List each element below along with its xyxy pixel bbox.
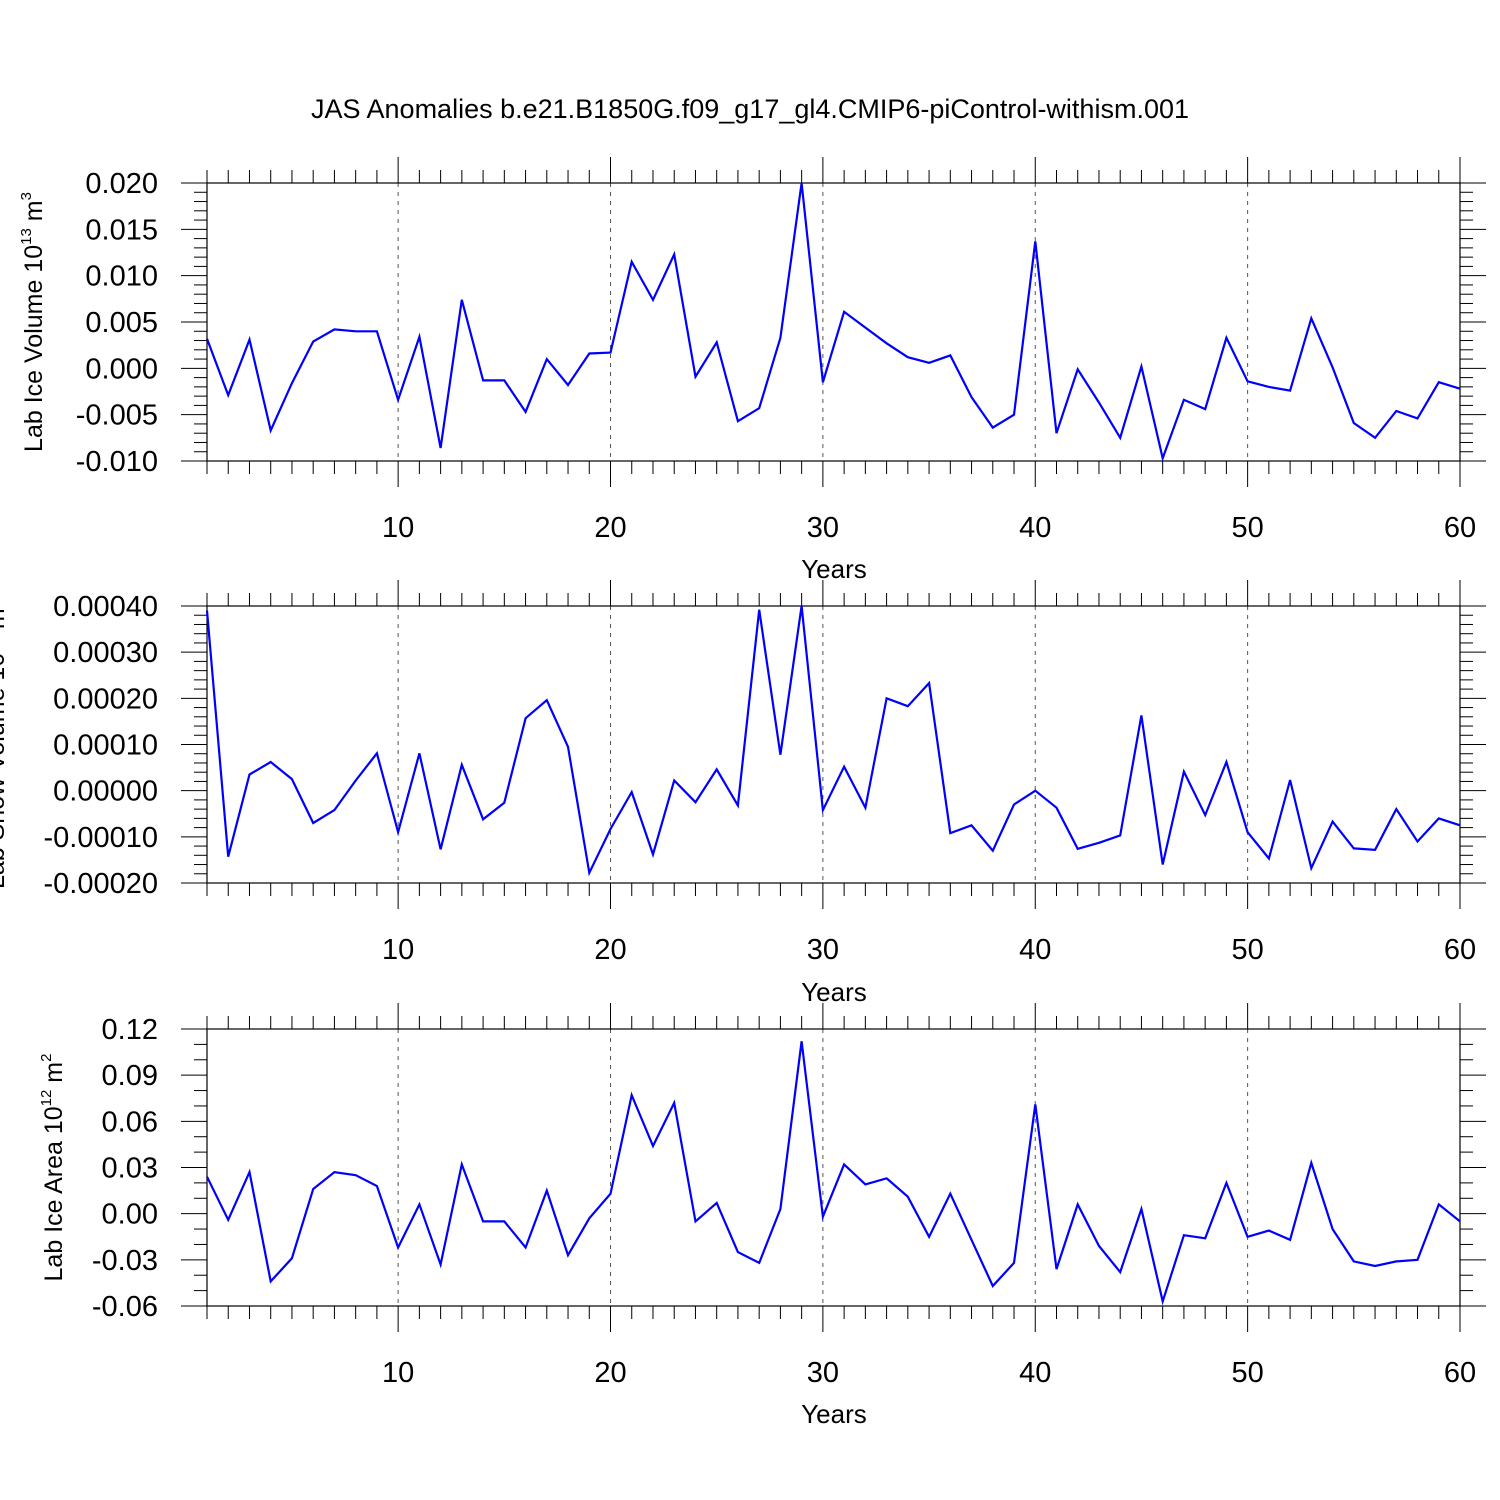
x-tick-label: 60	[1444, 512, 1476, 544]
y-tick-label: -0.00010	[44, 822, 159, 854]
x-tick-label: 60	[1444, 1357, 1476, 1389]
y-tick-label: -0.010	[76, 446, 158, 478]
panel-3: 10 20 30 40 50 60 0.12 0.09 0.06 0.03 0.00 -0.03 -0.…	[38, 1003, 1486, 1429]
series-line	[205, 605, 1461, 877]
plot-frame	[206, 182, 1461, 462]
y-tick-label: 0.12	[102, 1014, 158, 1046]
panel-2: 10 20 30 40 50 60 0.00040 0.00030 0.00020 0.00010…	[0, 580, 1486, 1007]
x-tick-label: 40	[1019, 512, 1051, 544]
y-tick-label: 0.00020	[53, 683, 158, 715]
y-tick-label: 0.09	[102, 1060, 158, 1092]
y-axis-label: Lab Ice Volume 1013 m3	[18, 192, 48, 452]
x-tick-label: 10	[382, 934, 414, 966]
x-tick-label: 60	[1444, 934, 1476, 966]
x-tick-label: 50	[1231, 512, 1263, 544]
x-tick-label: 30	[807, 934, 839, 966]
x-tick-label: 10	[382, 1357, 414, 1389]
x-tick-label: 10	[382, 512, 414, 544]
series-line	[206, 1041, 1461, 1306]
y-tick-label: -0.005	[76, 400, 158, 432]
x-axis-label: Years	[801, 1399, 867, 1429]
y-tick-label: -0.03	[92, 1245, 158, 1277]
y-tick-label: 0.00	[102, 1199, 158, 1231]
y-tick-label: 0.00030	[53, 637, 158, 669]
y-tick-label: 0.03	[102, 1153, 158, 1185]
x-tick-label: 30	[807, 1357, 839, 1389]
y-tick-label: 0.010	[85, 261, 158, 293]
x-axis-label: Years	[801, 977, 867, 1007]
y-tick-label: 0.020	[85, 168, 158, 200]
y-tick-label: 0.015	[85, 214, 158, 246]
y-tick-label: 0.00010	[53, 730, 158, 762]
x-tick-label: 50	[1231, 934, 1263, 966]
panel-1: 10 20 30 40 50 60 0.020 0.015 0.010 0.005 0.000 -0.…	[18, 157, 1486, 584]
y-tick-label: 0.00040	[53, 591, 158, 623]
x-tick-label: 20	[594, 512, 626, 544]
y-tick-label: 0.005	[85, 307, 158, 339]
x-tick-label: 30	[807, 512, 839, 544]
y-tick-label: 0.00000	[53, 776, 158, 808]
y-axis-label: Lab Snow Volume 1013 m3	[0, 600, 10, 889]
x-tick-label: 40	[1019, 1357, 1051, 1389]
x-tick-label: 20	[594, 934, 626, 966]
y-tick-label: -0.00020	[44, 868, 159, 900]
x-tick-label: 20	[594, 1357, 626, 1389]
plot-frame	[206, 605, 1461, 884]
series-line	[205, 182, 1461, 463]
x-tick-label: 40	[1019, 934, 1051, 966]
y-axis-label: Lab Ice Area 1012 m2	[38, 1054, 68, 1282]
chart-title: JAS Anomalies b.e21.B1850G.f09_g17_gl4.C…	[311, 94, 1189, 124]
y-tick-label: 0.06	[102, 1106, 158, 1138]
plot-frame	[206, 1028, 1461, 1307]
x-axis-label: Years	[801, 554, 867, 584]
y-tick-label: 0.000	[85, 353, 158, 385]
x-tick-label: 50	[1231, 1357, 1263, 1389]
y-tick-label: -0.06	[92, 1291, 158, 1323]
